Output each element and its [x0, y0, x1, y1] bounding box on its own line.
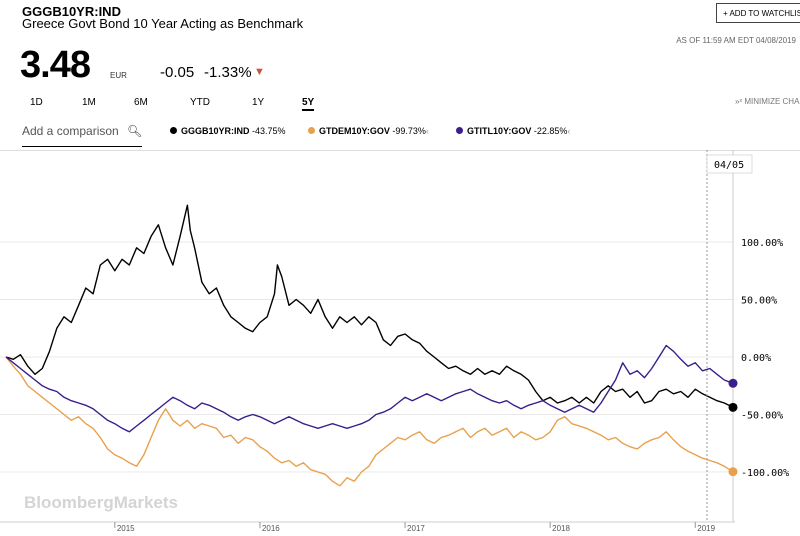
series-end-point-1: [728, 467, 738, 477]
legend-item-gggb10yr[interactable]: GGGB10YR:IND -43.75%: [170, 126, 286, 136]
y-tick-label: 100.00%: [741, 238, 783, 249]
gridlines: [0, 150, 735, 523]
legend-dot: [456, 127, 463, 134]
legend-name: GTITL10Y:GOV: [467, 126, 532, 136]
y-tick-label: -50.00%: [741, 411, 783, 422]
comparison-input[interactable]: Add a comparison 🔍︎: [22, 124, 142, 147]
instrument-name: Greece Govt Bond 10 Year Acting as Bench…: [22, 16, 304, 31]
y-tick-label: 0.00%: [741, 353, 771, 364]
series-end-point-2: [728, 378, 738, 388]
x-tick-label: 2017: [407, 524, 425, 533]
series-lines: [5, 204, 738, 487]
cursor-date-label: 04/05: [714, 160, 744, 171]
series-line-0: [5, 204, 734, 408]
legend-name: GTDEM10Y:GOV: [319, 126, 390, 136]
search-icon[interactable]: 🔍︎: [127, 124, 143, 138]
legend-item-gtitl10y[interactable]: GTITL10Y:GOV -22.85%‹: [456, 126, 570, 136]
ticker-symbol: GGGB10YR:IND: [22, 4, 121, 19]
minimize-chart-button[interactable]: »ˣ MINIMIZE CHART: [735, 97, 800, 106]
legend-value: -22.85%: [533, 126, 568, 136]
price-change: -0.05: [160, 64, 195, 81]
y-tick-label: -100.00%: [741, 468, 789, 479]
range-5y[interactable]: 5Y: [302, 97, 315, 111]
legend-dot: [170, 127, 177, 134]
series-line-1: [5, 356, 734, 487]
cursor-label-box: [706, 154, 753, 174]
chart-top-divider: [0, 150, 800, 151]
series-end-point-0: [728, 402, 738, 412]
comparison-placeholder: Add a comparison: [22, 124, 119, 138]
range-ytd[interactable]: YTD: [190, 97, 210, 108]
legend-dot: [308, 127, 315, 134]
legend-value: -99.73%: [392, 126, 426, 136]
range-1y[interactable]: 1Y: [252, 97, 265, 108]
legend-item-gtdem10y[interactable]: GTDEM10Y:GOV -99.73%‹: [308, 126, 429, 136]
bloomberg-watermark: BloombergMarkets: [24, 493, 178, 512]
x-tick-label: 2018: [552, 524, 570, 533]
date-cursor: 04/05: [706, 150, 753, 522]
range-6m[interactable]: 6M: [134, 97, 148, 108]
minimize-icon: »ˣ: [735, 97, 743, 106]
legend-value: -43.75%: [252, 126, 286, 136]
y-tick-label: 50.00%: [741, 296, 777, 307]
series-line-2: [5, 344, 734, 433]
price-change-percent: -1.33%: [204, 64, 252, 81]
remove-comparison-icon[interactable]: ‹: [567, 126, 571, 136]
legend-name: GGGB10YR:IND: [181, 126, 250, 136]
range-selector: 1D 1M 6M YTD 1Y 5Y: [0, 97, 800, 113]
minimize-label: MINIMIZE CHART: [744, 97, 800, 106]
add-to-watchlist-button[interactable]: + ADD TO WATCHLIST: [716, 3, 800, 23]
remove-comparison-icon[interactable]: ‹: [425, 126, 429, 136]
x-axis: 2015 2016 2017 2018 2019: [114, 522, 716, 533]
range-1m[interactable]: 1M: [82, 97, 96, 108]
range-1d[interactable]: 1D: [30, 97, 43, 108]
x-tick-label: 2016: [262, 524, 280, 533]
currency: EUR: [110, 71, 127, 80]
down-arrow-icon: ▼: [254, 66, 265, 78]
x-tick-label: 2019: [697, 524, 715, 533]
price: 3.48: [20, 44, 91, 86]
x-tick-label: 2015: [117, 524, 135, 533]
as-of-timestamp: AS OF 11:59 AM EDT 04/08/2019: [676, 36, 796, 45]
line-chart[interactable]: BloombergMarkets 100.00% 50.00% 0.00% -50.0…: [0, 150, 800, 536]
y-axis: 100.00% 50.00% 0.00% -50.00% -100.00%: [741, 238, 789, 479]
